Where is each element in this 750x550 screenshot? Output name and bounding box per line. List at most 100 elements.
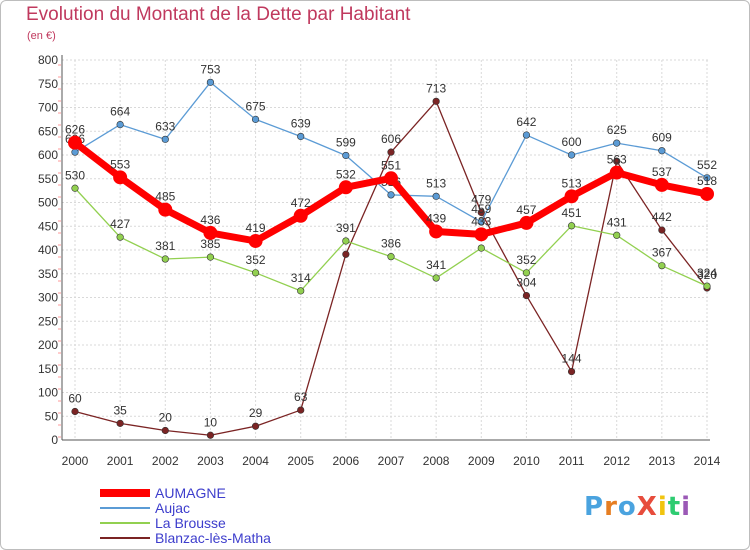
y-tick-label: 400	[38, 243, 58, 257]
data-point	[654, 177, 669, 192]
data-point	[71, 407, 79, 416]
data-label: 479	[471, 192, 491, 206]
data-point	[342, 250, 350, 258]
data-point	[248, 233, 263, 248]
x-tick-label: 2003	[197, 454, 224, 468]
data-point	[477, 218, 485, 226]
data-point	[429, 224, 444, 239]
data-point	[342, 237, 350, 245]
data-point	[113, 170, 128, 185]
data-label: 457	[516, 203, 536, 217]
data-point	[703, 174, 711, 182]
logo-letter: P	[584, 492, 605, 522]
data-point	[68, 135, 82, 150]
data-point	[116, 120, 124, 129]
data-point	[161, 426, 169, 435]
data-point	[477, 208, 485, 217]
data-point	[297, 132, 305, 141]
x-tick-label: 2004	[242, 454, 269, 468]
data-point	[203, 225, 218, 240]
data-label: 436	[200, 213, 220, 227]
data-label: 532	[336, 167, 356, 181]
data-point	[477, 244, 485, 252]
x-tick-label: 2000	[62, 454, 89, 468]
data-point	[519, 215, 534, 230]
chart-title: Evolution du Montant de la Dette par Hab…	[26, 4, 411, 25]
logo-letter: t	[667, 492, 682, 522]
data-point	[432, 192, 440, 200]
data-point	[297, 406, 305, 414]
data-label: 35	[113, 403, 127, 417]
data-point	[567, 222, 576, 230]
data-label: 675	[246, 99, 266, 113]
data-point	[658, 226, 666, 234]
data-point	[700, 186, 714, 201]
data-label: 609	[652, 131, 672, 145]
data-label: 553	[110, 157, 130, 171]
data-label: 10	[204, 415, 218, 429]
data-point	[613, 139, 621, 147]
data-label: 563	[607, 153, 627, 167]
data-point	[384, 171, 398, 186]
data-point	[658, 147, 666, 155]
data-point	[658, 262, 666, 270]
data-label: 606	[381, 132, 401, 146]
x-tick-label: 2001	[107, 454, 134, 468]
data-point	[387, 253, 395, 261]
proxiti-logo: ProXiti	[584, 492, 691, 522]
y-tick-label: 650	[38, 124, 58, 138]
logo-letter: o	[617, 492, 637, 522]
data-label: 472	[291, 196, 311, 210]
data-point	[522, 269, 531, 277]
data-label: 314	[291, 271, 311, 285]
data-label: 530	[65, 168, 85, 182]
data-point	[206, 78, 215, 86]
data-label: 304	[516, 276, 536, 290]
data-point	[474, 227, 489, 242]
data-label: 352	[516, 253, 536, 267]
data-label: 639	[291, 116, 311, 130]
data-point	[522, 292, 531, 300]
data-label: 419	[246, 221, 266, 235]
data-label: 537	[652, 165, 672, 179]
y-tick-label: 100	[38, 386, 58, 400]
x-tick-label: 2012	[603, 454, 630, 468]
data-label: 324	[697, 266, 717, 280]
data-point	[71, 184, 79, 192]
x-tick-label: 2006	[333, 454, 360, 468]
data-label: 427	[110, 217, 130, 231]
data-label: 20	[159, 411, 173, 425]
data-label: 60	[68, 392, 82, 406]
y-tick-label: 750	[38, 77, 58, 91]
data-point	[251, 115, 260, 123]
data-point	[432, 97, 440, 105]
data-point	[161, 255, 169, 263]
data-label: 518	[697, 174, 717, 188]
data-label: 320	[697, 268, 717, 282]
data-point	[613, 231, 621, 239]
data-label: 513	[562, 176, 582, 190]
y-tick-label: 500	[38, 196, 58, 210]
x-tick-label: 2007	[378, 454, 405, 468]
y-tick-label: 300	[38, 291, 58, 305]
data-label: 391	[336, 221, 356, 235]
data-label: 513	[426, 176, 446, 190]
y-tick-label: 0	[51, 433, 58, 447]
data-label: 144	[562, 352, 582, 366]
data-point	[387, 191, 395, 199]
data-point	[567, 151, 576, 159]
data-point	[116, 419, 124, 427]
data-point	[206, 431, 215, 439]
chart-subtitle: (en €)	[27, 30, 56, 42]
y-tick-label: 200	[38, 338, 58, 352]
y-tick-label: 50	[45, 409, 59, 423]
data-label: 664	[110, 105, 130, 119]
data-point	[564, 189, 579, 204]
data-label: 485	[155, 190, 175, 204]
legend-label: Aujac	[155, 500, 190, 516]
data-label: 451	[562, 206, 582, 220]
legend-label: La Brousse	[155, 515, 226, 531]
data-label: 439	[426, 211, 446, 225]
y-tick-label: 600	[38, 148, 58, 162]
data-point	[251, 269, 260, 277]
